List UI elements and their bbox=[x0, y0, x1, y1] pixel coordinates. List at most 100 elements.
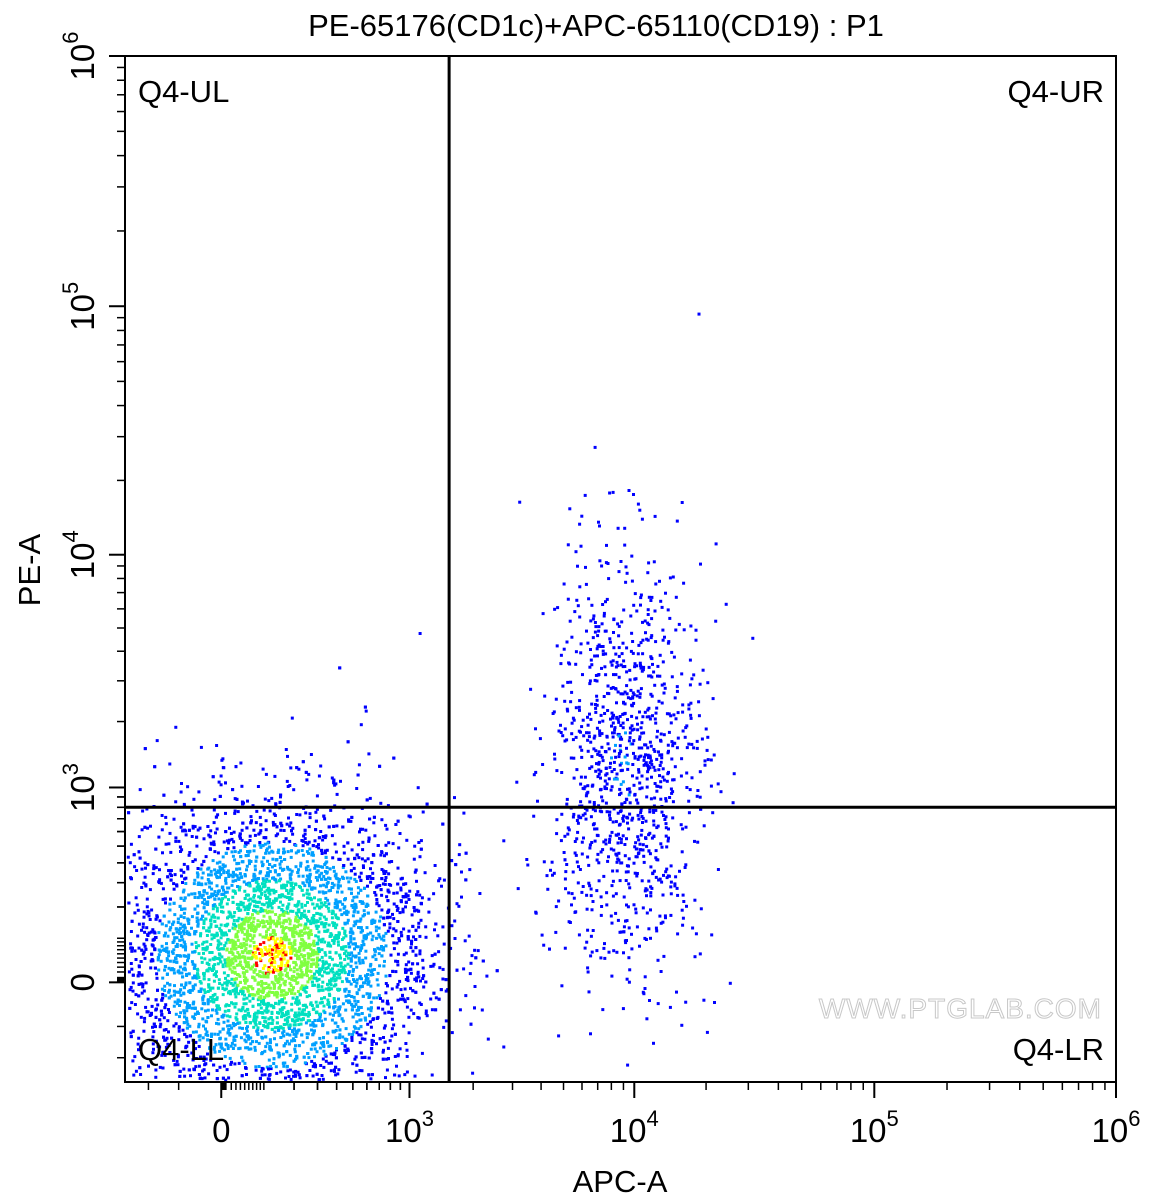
event-dot bbox=[182, 940, 186, 944]
event-dot bbox=[334, 951, 338, 955]
event-dot bbox=[164, 1038, 168, 1042]
event-dot bbox=[338, 976, 342, 980]
event-dot bbox=[253, 951, 257, 954]
event-dot bbox=[417, 909, 421, 913]
event-dot bbox=[250, 819, 253, 823]
event-dot bbox=[317, 950, 321, 953]
event-dot bbox=[279, 990, 283, 994]
event-dot bbox=[263, 986, 267, 990]
event-dot bbox=[224, 851, 228, 855]
event-dot bbox=[153, 966, 157, 970]
event-dot bbox=[172, 817, 176, 821]
event-dot bbox=[379, 888, 383, 892]
event-dot bbox=[583, 785, 587, 789]
event-dot bbox=[249, 967, 253, 971]
event-dot bbox=[227, 929, 231, 933]
event-dot bbox=[270, 865, 274, 869]
event-dot bbox=[168, 959, 172, 963]
event-dot bbox=[201, 901, 205, 905]
event-dot bbox=[591, 900, 595, 903]
event-dot bbox=[215, 827, 219, 831]
event-dot bbox=[262, 836, 266, 840]
event-dot bbox=[272, 891, 276, 895]
event-dot bbox=[377, 926, 381, 930]
event-dot bbox=[152, 1047, 155, 1051]
event-dot bbox=[211, 904, 215, 908]
event-dot bbox=[331, 909, 335, 913]
event-dot bbox=[345, 921, 349, 925]
event-dot bbox=[680, 757, 684, 761]
event-dot bbox=[374, 925, 378, 929]
event-dot bbox=[319, 865, 323, 869]
event-dot bbox=[565, 640, 569, 644]
event-dot bbox=[261, 935, 265, 939]
event-dot bbox=[152, 864, 156, 868]
event-dot bbox=[303, 1061, 307, 1065]
event-dot bbox=[438, 966, 442, 970]
event-dot bbox=[237, 945, 241, 949]
event-dot bbox=[384, 843, 388, 847]
event-dot bbox=[419, 1003, 423, 1006]
event-dot bbox=[366, 884, 369, 888]
event-dot bbox=[340, 1042, 344, 1045]
event-dot bbox=[273, 961, 277, 965]
event-dot bbox=[292, 1070, 296, 1074]
event-dot bbox=[441, 822, 445, 826]
event-dot bbox=[166, 981, 169, 985]
event-dot bbox=[291, 1019, 295, 1023]
event-dot bbox=[235, 935, 239, 939]
event-dot bbox=[176, 998, 180, 1002]
event-dot bbox=[238, 903, 242, 906]
event-dot bbox=[387, 890, 391, 894]
event-dot bbox=[318, 969, 322, 973]
event-dot bbox=[315, 845, 319, 849]
event-dot bbox=[357, 1008, 360, 1012]
event-dot bbox=[231, 870, 235, 874]
event-dot bbox=[350, 1008, 354, 1012]
event-dot bbox=[334, 1036, 338, 1040]
event-dot bbox=[218, 875, 221, 879]
event-dot bbox=[286, 1009, 290, 1013]
event-dot bbox=[268, 1038, 272, 1042]
event-dot bbox=[291, 996, 295, 1000]
event-dot bbox=[243, 1038, 247, 1042]
event-dot bbox=[207, 912, 211, 916]
event-dot bbox=[232, 846, 236, 850]
event-dot bbox=[182, 1021, 186, 1025]
event-dot bbox=[333, 1051, 337, 1055]
event-dot bbox=[300, 973, 304, 976]
event-dot bbox=[382, 916, 386, 920]
event-dot bbox=[188, 851, 192, 854]
event-dot bbox=[368, 875, 372, 878]
event-dot bbox=[278, 1000, 282, 1004]
event-dot bbox=[311, 984, 315, 987]
event-dot bbox=[213, 933, 216, 937]
event-dot bbox=[226, 1019, 230, 1023]
event-dot bbox=[195, 976, 199, 980]
event-dot bbox=[363, 859, 367, 863]
event-dot bbox=[288, 941, 292, 945]
event-dot bbox=[183, 907, 187, 911]
event-dot bbox=[414, 990, 418, 994]
event-dot bbox=[172, 948, 176, 952]
event-dot bbox=[179, 922, 183, 926]
event-dot bbox=[625, 670, 629, 674]
event-dot bbox=[219, 783, 223, 787]
event-dot bbox=[254, 859, 258, 863]
event-dot bbox=[629, 697, 633, 701]
event-dot bbox=[290, 716, 294, 720]
event-dot bbox=[395, 985, 399, 989]
event-dot bbox=[317, 1078, 321, 1082]
event-dot bbox=[202, 898, 206, 902]
event-dot bbox=[331, 1029, 335, 1033]
event-dot bbox=[322, 883, 326, 887]
event-dot bbox=[437, 879, 441, 883]
event-dot bbox=[240, 1055, 244, 1059]
event-dot bbox=[141, 982, 145, 986]
event-dot bbox=[186, 959, 189, 963]
event-dot bbox=[177, 839, 181, 843]
event-dot bbox=[312, 949, 316, 953]
event-dot bbox=[275, 921, 279, 925]
event-dot bbox=[221, 993, 225, 997]
event-dot bbox=[129, 962, 133, 965]
